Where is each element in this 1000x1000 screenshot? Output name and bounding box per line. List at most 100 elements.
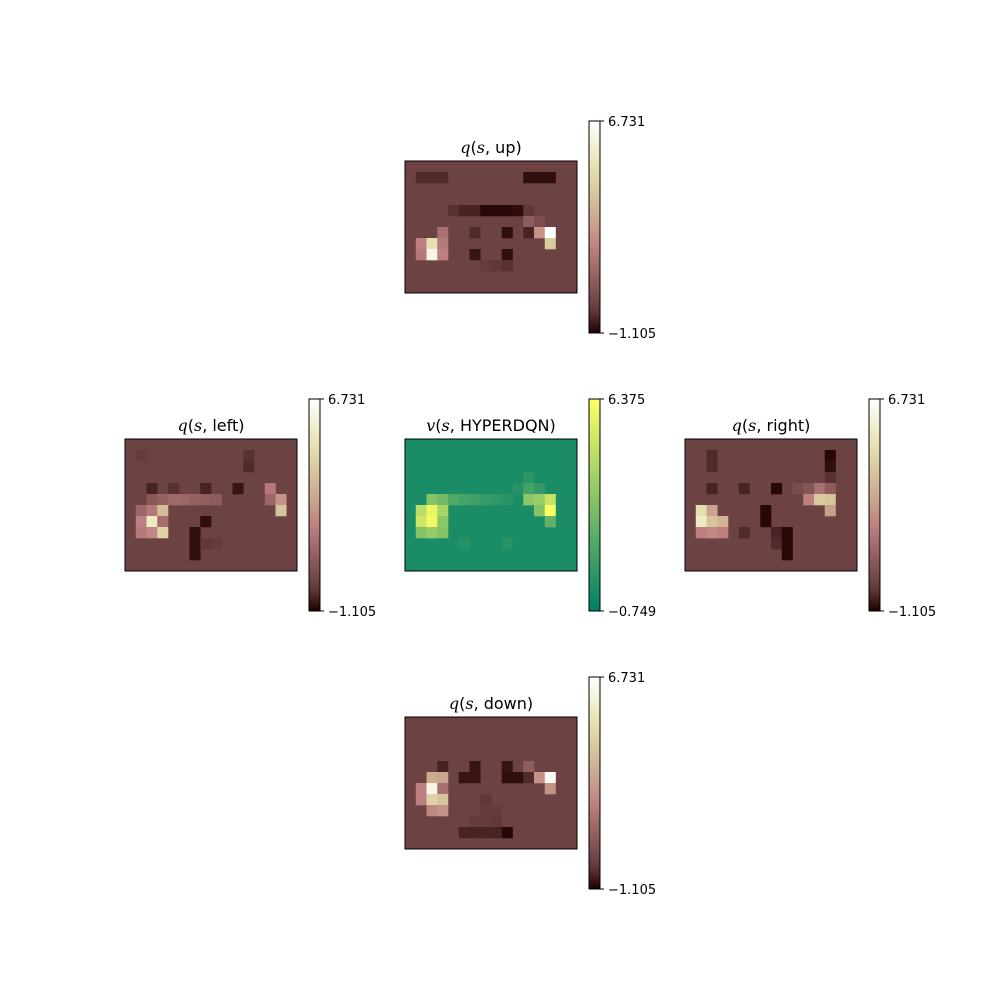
heatmap-cell xyxy=(189,538,201,550)
title-name: right xyxy=(767,416,805,435)
heatmap-cell xyxy=(792,483,804,495)
heatmap-cell xyxy=(426,238,438,250)
heatmap-cell xyxy=(232,483,244,495)
title-argument: s xyxy=(465,694,473,713)
heatmap-cell xyxy=(523,483,535,495)
heatmap-cell xyxy=(415,505,427,517)
heatmap-cell xyxy=(491,260,503,272)
heatmap-cell xyxy=(491,494,503,506)
heatmap-cell xyxy=(480,260,492,272)
heatmap-cell xyxy=(824,461,836,473)
heatmap-cell xyxy=(157,527,169,539)
heatmap-cell xyxy=(523,205,535,217)
title-open-paren: ( xyxy=(471,138,477,157)
heatmap-cell xyxy=(437,794,449,806)
heatmap-cell xyxy=(512,772,524,784)
panel-title: v(s, HYPERDQN) xyxy=(426,416,556,435)
heatmap-cell xyxy=(211,494,223,506)
heatmap-cell xyxy=(523,772,535,784)
title-close-paren: ) xyxy=(515,138,521,157)
heatmap-cell xyxy=(135,505,147,517)
title-open-paren: ( xyxy=(435,416,441,435)
heatmap-cell xyxy=(415,238,427,250)
heatmap-cell xyxy=(781,538,793,550)
heatmap-cell xyxy=(771,527,783,539)
title-function: q xyxy=(732,416,742,435)
heatmap-cell xyxy=(534,172,546,184)
heatmap-cell xyxy=(135,527,147,539)
heatmap-cell xyxy=(824,472,836,484)
heatmap-cell xyxy=(824,494,836,506)
heatmap-cell xyxy=(480,205,492,217)
heatmap-cell xyxy=(415,172,427,184)
title-separator: , xyxy=(756,416,766,435)
colorbar-min-label: −1.105 xyxy=(608,327,656,342)
heatmap-cell xyxy=(200,516,212,528)
axes-frame xyxy=(404,438,578,572)
colorbar-max-label: 6.731 xyxy=(328,393,365,408)
heatmap-cell xyxy=(771,483,783,495)
heatmap-cell xyxy=(415,516,427,528)
heatmap-cell xyxy=(458,494,470,506)
axes-frame xyxy=(404,716,578,850)
heatmap-cell xyxy=(738,483,750,495)
axes-frame xyxy=(684,438,858,572)
heatmap-cell xyxy=(437,527,449,539)
heatmap-cell xyxy=(501,761,513,773)
title-separator: , xyxy=(450,416,460,435)
heatmap-cell xyxy=(695,505,707,517)
heatmap-cell xyxy=(491,816,503,828)
heatmap-cell xyxy=(534,505,546,517)
heatmap-cell xyxy=(480,494,492,506)
heatmap-cell xyxy=(168,483,180,495)
heatmap-cell xyxy=(146,483,158,495)
heatmap-cell xyxy=(501,538,513,550)
heatmap-cell xyxy=(781,549,793,561)
title-separator: , xyxy=(202,416,212,435)
panel-value: v(s, HYPERDQN) 6.375 −0.749 xyxy=(404,393,656,620)
heatmap-cell xyxy=(469,249,481,261)
heatmap-cell xyxy=(480,805,492,817)
heatmap-cell xyxy=(501,772,513,784)
title-argument: s xyxy=(748,416,756,435)
panel-title: q(s, right) xyxy=(732,416,811,435)
heatmap-cell xyxy=(544,783,556,795)
heatmap-cell xyxy=(437,238,449,250)
heatmap-cell xyxy=(480,816,492,828)
heatmap-cell xyxy=(824,450,836,462)
title-close-paren: ) xyxy=(527,694,533,713)
heatmap-cell xyxy=(480,827,492,839)
heatmap-cell xyxy=(544,227,556,239)
heatmap-cell xyxy=(157,505,169,517)
heatmap-cell xyxy=(458,827,470,839)
heatmap-cell xyxy=(771,538,783,550)
panel-up: q(s, up) 6.731 −1.105 xyxy=(404,115,656,342)
colorbar-min-label: −1.105 xyxy=(888,605,936,620)
heatmap-cell xyxy=(781,527,793,539)
heatmap-cell xyxy=(501,260,513,272)
heatmap-cell xyxy=(415,794,427,806)
heatmap-cell xyxy=(544,172,556,184)
heatmap-cell xyxy=(415,783,427,795)
colorbar xyxy=(588,676,601,890)
heatmap-cell xyxy=(469,827,481,839)
heatmap-cell xyxy=(491,827,503,839)
title-function: q xyxy=(460,138,470,157)
title-name: up xyxy=(495,138,515,157)
heatmap-cell xyxy=(437,227,449,239)
title-name: left xyxy=(212,416,238,435)
heatmap-cell xyxy=(200,483,212,495)
heatmap-cell xyxy=(426,249,438,261)
heatmap-cell xyxy=(544,516,556,528)
heatmap-cell xyxy=(437,761,449,773)
heatmap-cell xyxy=(706,450,718,462)
heatmap-cell xyxy=(706,461,718,473)
heatmap-cell xyxy=(803,483,815,495)
heatmap-cell xyxy=(200,538,212,550)
heatmap-cell xyxy=(135,450,147,462)
heatmap-cell xyxy=(695,516,707,528)
heatmap-cell xyxy=(469,205,481,217)
heatmap-cell xyxy=(448,205,460,217)
